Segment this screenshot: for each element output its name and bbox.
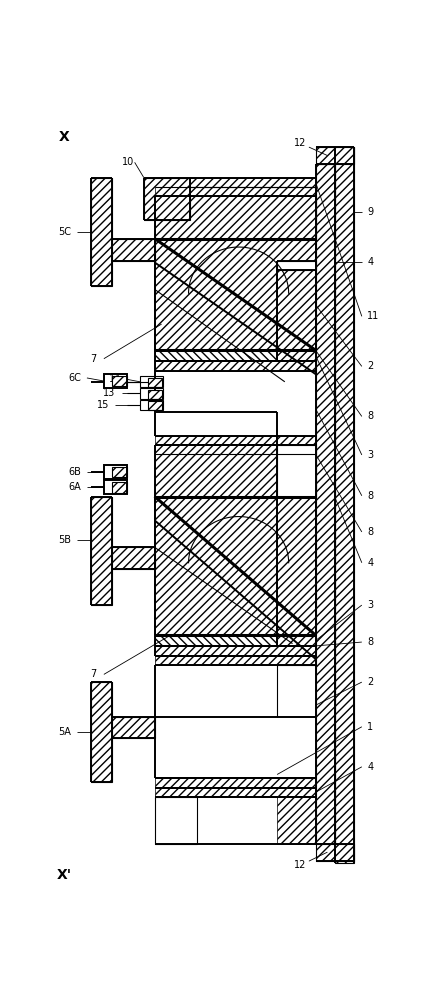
Bar [148,401,162,410]
Text: 4: 4 [367,762,373,772]
Text: 10: 10 [122,157,134,167]
Text: 15: 15 [97,400,109,410]
Bar [112,717,155,738]
Text: 14: 14 [109,374,122,384]
Bar [155,436,316,445]
Text: 13: 13 [103,388,115,398]
Bar [155,497,316,635]
Bar [155,788,316,797]
Bar [155,778,316,788]
Text: 2: 2 [367,677,373,687]
Bar [155,646,316,656]
Text: 4: 4 [367,558,373,568]
Bar [111,466,127,477]
Text: 11: 11 [367,311,379,321]
Bar [155,196,316,239]
Bar [104,480,127,494]
Bar [144,178,190,220]
Text: 8: 8 [367,527,373,537]
Bar [140,376,163,387]
Bar [155,454,316,497]
Bar [91,497,112,605]
Bar [155,665,316,717]
Bar [277,445,316,497]
Bar [316,147,354,164]
Bar [155,635,316,646]
Bar [316,844,354,861]
Bar [335,147,354,863]
Text: 12: 12 [294,852,327,870]
Bar [277,270,316,361]
Bar [111,482,127,493]
Bar [155,187,316,196]
Bar [140,400,163,410]
Bar [155,445,316,454]
Bar [277,261,316,270]
Bar [155,797,197,844]
Text: 2: 2 [367,361,373,371]
Text: 5A: 5A [58,727,71,737]
Text: 5B: 5B [58,535,71,545]
Text: X: X [59,130,70,144]
Bar [111,376,127,386]
Bar [148,389,162,399]
Bar [155,239,316,350]
Bar [190,178,316,187]
Bar [148,378,162,387]
Bar [91,178,112,286]
Bar [277,497,316,646]
Text: 8: 8 [367,637,373,647]
Text: 3: 3 [367,450,373,460]
Text: 9: 9 [367,207,373,217]
Text: 8: 8 [367,491,373,501]
Text: X': X' [57,868,72,882]
Bar [155,656,316,665]
Bar [112,239,155,261]
Bar [140,388,163,399]
Text: 8: 8 [367,411,373,421]
Bar [155,361,316,371]
Text: 4: 4 [367,257,373,267]
Text: 1: 1 [367,722,373,732]
Bar [104,465,127,479]
Text: 7: 7 [90,669,96,679]
Text: 6C: 6C [68,373,81,383]
Bar [277,797,316,844]
Text: 5C: 5C [58,227,71,237]
Text: 12: 12 [294,138,327,155]
Text: 6B: 6B [68,467,81,477]
Bar [112,547,155,569]
Bar [104,374,127,388]
Text: 3: 3 [367,600,373,610]
Bar [316,164,335,844]
Text: 7: 7 [90,354,96,364]
Bar [155,350,316,361]
Bar [155,196,316,239]
Bar [91,682,112,782]
Text: 6A: 6A [68,482,81,492]
